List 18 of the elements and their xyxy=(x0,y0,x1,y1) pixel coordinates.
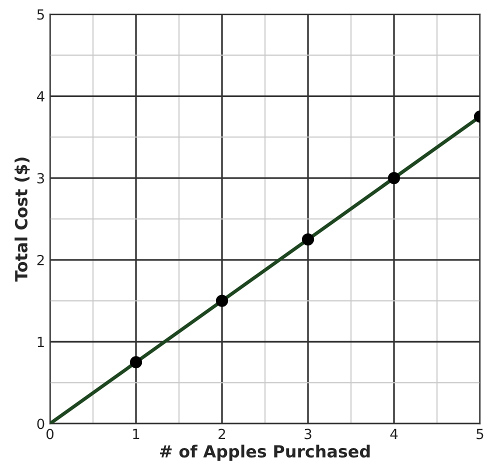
point xyxy=(388,172,400,184)
x-axis-title: # of Apples Purchased xyxy=(160,444,370,461)
x-tick-label: 5 xyxy=(476,428,484,440)
y-axis-title: Total Cost ($) xyxy=(14,158,30,282)
x-tick-label: 0 xyxy=(46,428,54,440)
y-tick-label: 0 xyxy=(37,418,44,430)
x-tick-label: 3 xyxy=(304,428,312,440)
x-tick-label: 4 xyxy=(390,428,398,440)
y-tick-label: 3 xyxy=(37,172,44,184)
point xyxy=(302,233,314,246)
y-tick-label: 5 xyxy=(37,9,44,20)
point xyxy=(216,294,228,307)
y-tick-label: 4 xyxy=(36,91,44,102)
x-tick-label: 1 xyxy=(133,428,140,440)
y-tick-label: 1 xyxy=(38,336,44,348)
point xyxy=(130,356,142,368)
y-tick-label: 2 xyxy=(37,254,44,266)
x-tick-label: 2 xyxy=(218,428,226,440)
